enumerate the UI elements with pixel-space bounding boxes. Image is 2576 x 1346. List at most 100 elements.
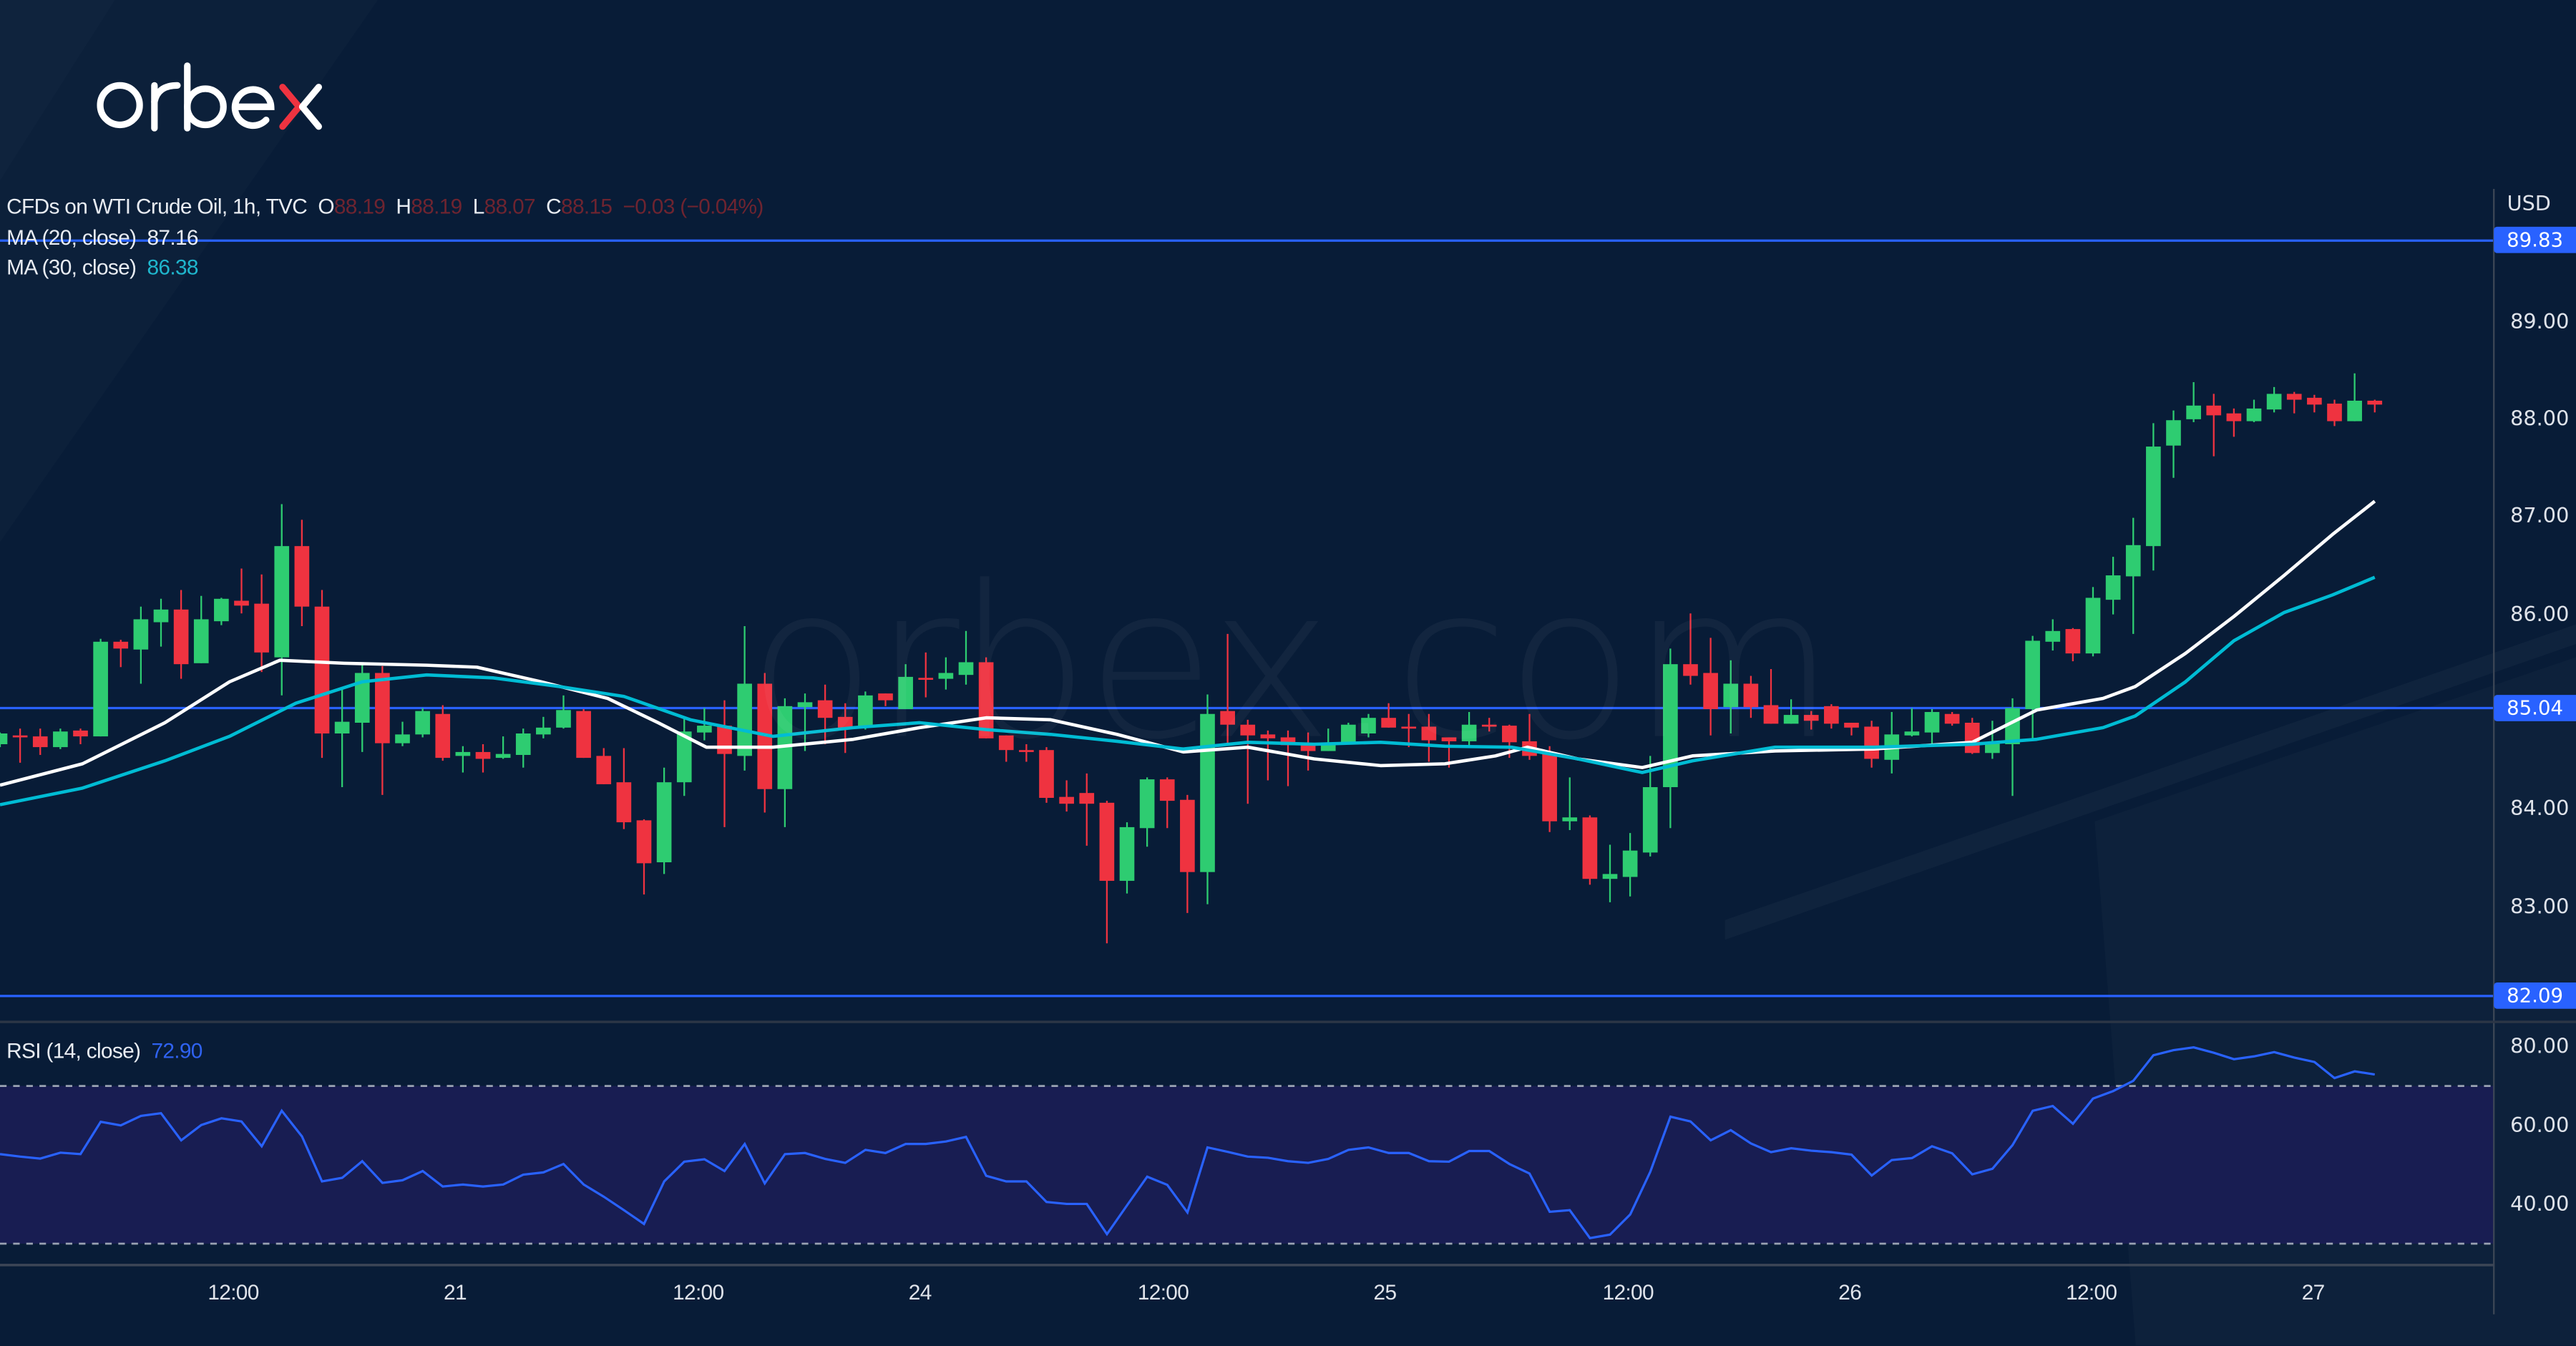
candle-up — [1361, 713, 1376, 738]
time-tick: 12:00 — [1137, 1279, 1189, 1304]
rsi-legend[interactable]: RSI (14, close) 72.90 — [6, 1038, 203, 1063]
candle-body — [576, 711, 591, 759]
candle-body — [1582, 817, 1598, 879]
rsi-value: 72.90 — [151, 1038, 203, 1063]
currency-label: USD — [2507, 190, 2551, 215]
candle-up — [1924, 708, 1940, 746]
time-tick: 25 — [1373, 1279, 1397, 1304]
candle-up — [0, 732, 8, 748]
candle-up — [334, 689, 350, 788]
level-tag-89-83[interactable]: 89.83 — [2494, 226, 2576, 253]
candle-body — [898, 676, 913, 709]
candle-up — [2085, 587, 2101, 657]
candle-body — [1361, 718, 1376, 733]
candle-up — [1884, 711, 1900, 774]
candle-body — [737, 683, 752, 756]
candle-body — [1743, 683, 1759, 708]
candle-down — [717, 700, 732, 827]
rsi-tick[interactable]: 40.00 — [2510, 1191, 2570, 1216]
change-value: −0.03 (−0.04%) — [623, 193, 764, 219]
candle-body — [1904, 731, 1920, 736]
rsi-tick[interactable]: 80.00 — [2510, 1033, 2570, 1058]
ma20-value: 87.16 — [147, 225, 199, 250]
symbol-legend[interactable]: CFDs on WTI Crude Oil, 1h, TVC O88.19 H8… — [6, 194, 763, 218]
ma30-line — [0, 575, 2376, 806]
candle-body — [2045, 630, 2061, 642]
candle-down — [2307, 394, 2322, 413]
candle-up — [214, 598, 229, 625]
high-label: H — [396, 193, 411, 219]
candle-down — [636, 819, 652, 895]
candle-up — [395, 721, 410, 746]
candle-down — [1481, 718, 1497, 732]
candle-up — [1723, 660, 1739, 733]
candle-body — [234, 600, 249, 606]
candle-down — [1582, 815, 1598, 885]
close-label: C — [546, 193, 562, 219]
ma30-value: 86.38 — [147, 254, 199, 280]
candle-up — [2186, 382, 2201, 422]
candle-down — [1079, 773, 1095, 846]
level-tag-85-04[interactable]: 85.04 — [2494, 695, 2576, 721]
candle-up — [1642, 756, 1658, 857]
time-tick: 12:00 — [2066, 1279, 2117, 1304]
candle-body — [415, 711, 430, 735]
candle-body — [1562, 817, 1578, 821]
candle-up — [193, 595, 209, 663]
time-tick: 27 — [2301, 1279, 2326, 1304]
price-tick[interactable]: 86.00 — [2510, 601, 2570, 626]
candle-body — [1280, 737, 1296, 746]
candle-body — [2266, 394, 2282, 410]
candle-body — [294, 546, 310, 607]
rsi-label: RSI (14, close) — [6, 1038, 141, 1063]
candle-up — [2166, 410, 2181, 478]
candle-down — [435, 705, 451, 761]
candle-body — [73, 730, 88, 737]
candle-body — [1381, 718, 1396, 728]
candle-body — [1019, 750, 1034, 752]
level-tag-82-09[interactable]: 82.09 — [2494, 982, 2576, 1009]
candle-up — [676, 718, 692, 796]
candle-up — [2105, 557, 2121, 615]
candle-body — [1683, 664, 1698, 676]
rsi-band — [0, 1086, 2494, 1244]
candle-up — [1985, 721, 2000, 759]
candle-body — [1502, 726, 1517, 743]
candle-body — [1200, 713, 1215, 872]
candle-body — [1139, 779, 1155, 829]
candle-down — [998, 735, 1014, 762]
candle-body — [1481, 724, 1497, 727]
rsi-tick[interactable]: 60.00 — [2510, 1112, 2570, 1137]
candle-down — [2065, 628, 2081, 662]
candle-down — [918, 652, 934, 698]
candle-down — [1039, 747, 1054, 803]
price-tick[interactable]: 84.00 — [2510, 795, 2570, 820]
candle-body — [455, 751, 471, 756]
logo-wordmark — [95, 55, 325, 152]
price-tick[interactable]: 89.00 — [2510, 308, 2570, 334]
price-tick[interactable]: 87.00 — [2510, 502, 2570, 527]
symbol-name: CFDs on WTI Crude Oil, 1h, TVC — [6, 193, 308, 219]
candle-down — [1059, 780, 1074, 812]
ma20-legend[interactable]: MA (20, close) 87.16 — [6, 225, 198, 250]
candle-body — [475, 751, 491, 759]
candle-body — [656, 782, 672, 863]
candle-body — [858, 695, 873, 728]
candle-down — [1280, 730, 1296, 786]
candle-body — [2226, 413, 2242, 421]
candle-up — [1602, 844, 1618, 902]
candle-down — [2286, 391, 2302, 414]
candle-up — [2266, 386, 2282, 413]
candle-up — [133, 606, 149, 684]
candle-body — [2286, 394, 2302, 400]
candle-down — [2206, 394, 2222, 457]
ma30-legend[interactable]: MA (30, close) 86.38 — [6, 255, 198, 279]
candle-down — [2367, 399, 2383, 413]
candle-down — [1220, 633, 1235, 743]
candle-body — [93, 641, 108, 737]
price-tick[interactable]: 83.00 — [2510, 893, 2570, 919]
price-tick[interactable]: 88.00 — [2510, 406, 2570, 431]
ma20-line — [0, 499, 2376, 787]
